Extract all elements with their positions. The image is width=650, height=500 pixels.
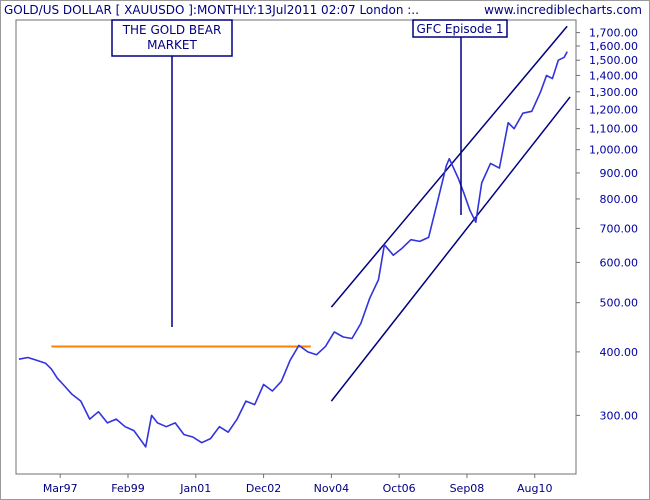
y-tick-label: 700.00 xyxy=(600,222,639,235)
bear-market-box xyxy=(111,19,233,57)
gold-price-line xyxy=(18,51,568,448)
channel-lower-line xyxy=(330,96,571,402)
x-tick-label: Mar97 xyxy=(43,482,78,495)
y-tick-label: 800.00 xyxy=(600,193,639,206)
plot-area xyxy=(15,19,577,475)
x-tick-label: Feb99 xyxy=(111,482,144,495)
chart-title: GOLD/US DOLLAR [ XAUUSDO ]:MONTHLY:13Jul… xyxy=(4,3,419,17)
y-tick-label: 300.00 xyxy=(600,409,639,422)
overlay-lines xyxy=(51,25,571,402)
site-link[interactable]: www.incrediblecharts.com xyxy=(484,3,642,17)
y-tick-label: 400.00 xyxy=(600,346,639,359)
y-tick-label: 600.00 xyxy=(600,256,639,269)
y-tick-label: 1,500.00 xyxy=(589,54,638,67)
y-tick-label: 1,100.00 xyxy=(589,123,638,136)
y-tick-label: 1,700.00 xyxy=(589,27,638,40)
x-tick-label: Dec02 xyxy=(246,482,281,495)
channel-upper-line xyxy=(330,25,568,308)
y-tick-label: 1,200.00 xyxy=(589,103,638,116)
y-tick-label: 1,000.00 xyxy=(589,144,638,157)
x-tick-label: Jan01 xyxy=(179,482,211,495)
y-tick-label: 1,300.00 xyxy=(589,86,638,99)
y-tick-label: 900.00 xyxy=(600,167,639,180)
gfc-label: GFC Episode 1 xyxy=(417,22,504,36)
x-tick-label: Aug10 xyxy=(517,482,552,495)
gfc-box xyxy=(412,19,508,38)
y-tick-label: 1,600.00 xyxy=(589,40,638,53)
x-tick-label: Oct06 xyxy=(383,482,416,495)
y-axis: 300.00 400.00 500.00 600.00 700.00 800.00 900.… xyxy=(576,27,639,422)
x-axis: Mar97 Feb99 Jan01 Dec02 Nov04 Oct06 Sep08 Aug10 xyxy=(43,474,552,495)
bear-market-label: THE GOLD BEAR xyxy=(122,23,222,37)
x-tick-label: Nov04 xyxy=(314,482,349,495)
y-tick-label: 500.00 xyxy=(600,297,639,310)
bear-market-label: MARKET xyxy=(147,38,197,52)
series-group xyxy=(18,51,568,448)
y-tick-label: 1,400.00 xyxy=(589,69,638,82)
x-tick-label: Sep08 xyxy=(450,482,485,495)
